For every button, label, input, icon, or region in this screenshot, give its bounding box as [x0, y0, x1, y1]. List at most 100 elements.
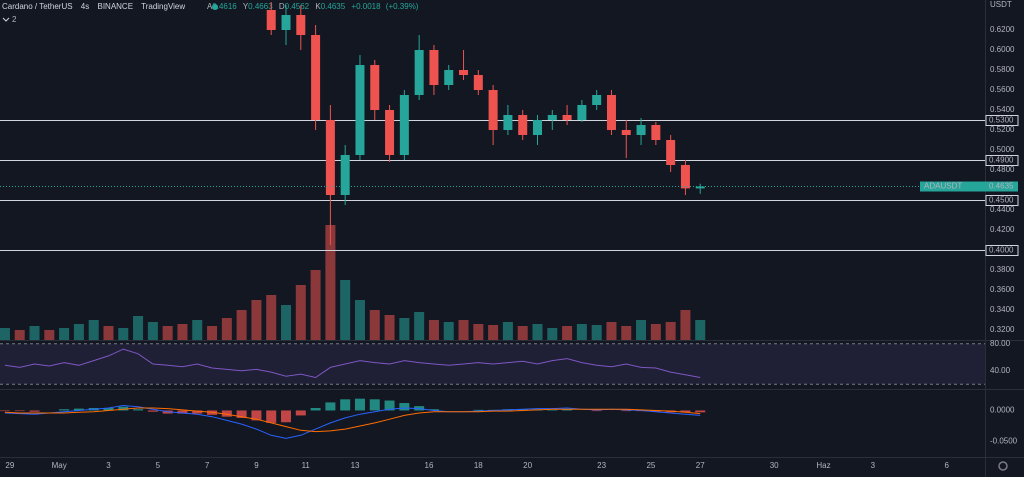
change: +0.0018 [351, 2, 381, 11]
volume-bar [103, 326, 114, 340]
candle-body [399, 95, 409, 155]
volume-bar [547, 328, 558, 340]
y-tick-label: 0.3200 [990, 325, 1015, 334]
hline-label: 0.5300 [989, 116, 1014, 125]
ohlc-value: 0.4635 [321, 2, 346, 11]
x-tick-label: 9 [254, 461, 259, 470]
macd-histogram-bar [295, 410, 306, 416]
volume-bar [340, 280, 351, 340]
volume-bar [369, 310, 380, 340]
volume-bar [0, 328, 10, 340]
symbol-label: ADAUSDT [924, 182, 962, 191]
volume-bar [488, 325, 499, 340]
macd-histogram-bar [428, 409, 439, 411]
rsi-line [4, 348, 701, 379]
macd-histogram-bar [118, 406, 129, 411]
macd-histogram-bar [0, 410, 10, 412]
volume-bar [133, 316, 144, 340]
settings-icon[interactable] [998, 461, 1008, 471]
y-tick-label: 0.0000 [990, 406, 1015, 415]
volume-bar [236, 310, 247, 340]
volume-bar [88, 320, 99, 340]
source: TradingView [141, 2, 185, 11]
macd-histogram-bar [695, 410, 706, 413]
x-tick-label: Haz [816, 461, 830, 470]
candle-body [444, 70, 454, 85]
volume-bar [636, 320, 647, 340]
macd-histogram-bar [236, 410, 247, 418]
macd-histogram-bar [591, 410, 602, 412]
macd-histogram-bar [340, 399, 351, 411]
volume-bar [44, 330, 55, 340]
x-tick-label: 23 [597, 461, 606, 470]
x-tick-label: 27 [696, 461, 705, 470]
ohlc-key: Y [243, 2, 249, 11]
macd-histogram-bar [59, 409, 70, 411]
macd-histogram-bar [14, 410, 25, 412]
x-tick-label: 5 [156, 461, 161, 470]
volume-bar [118, 328, 129, 340]
volume-bar [443, 322, 454, 340]
macd-histogram-bar [354, 398, 365, 411]
volume-bar [532, 324, 543, 340]
candle-body [547, 115, 557, 120]
candle-body [459, 70, 469, 75]
y-tick-label: 0.6200 [990, 25, 1015, 34]
candle-body [518, 115, 528, 135]
candle-body [370, 65, 380, 110]
x-tick-label: 25 [646, 461, 655, 470]
x-tick-label: 20 [523, 461, 532, 470]
y-tick-label: 0.6000 [990, 45, 1015, 54]
candle-body [606, 95, 616, 130]
collapse-chevron[interactable] [2, 17, 10, 22]
volume-bar [295, 285, 306, 340]
macd-histogram-bar [281, 410, 292, 423]
symbol-label-box [920, 181, 1018, 192]
volume-bar [414, 312, 425, 340]
candle-body [473, 75, 483, 90]
volume-bar [665, 322, 676, 340]
y-tick-label: 0.5000 [990, 145, 1015, 154]
hline-label-box [985, 195, 1019, 206]
y-tick-label: 0.5600 [990, 85, 1015, 94]
x-tick-label: 18 [474, 461, 483, 470]
macd-histogram-bar [562, 409, 573, 411]
volume-bar [384, 315, 395, 340]
candle-body [621, 130, 631, 135]
volume-bar [650, 324, 661, 340]
hline-label: 0.4000 [989, 246, 1014, 255]
candle-body [385, 110, 395, 155]
candle-body [355, 65, 365, 155]
x-tick-label: May [52, 461, 67, 470]
x-tick-label: 6 [945, 461, 950, 470]
title: Cardano / TetherUS [2, 2, 73, 11]
hline-label-box [985, 115, 1019, 126]
macd-histogram-bar [621, 410, 632, 412]
macd-histogram-bar [29, 410, 40, 412]
macd-histogram-bar [399, 403, 410, 411]
candle-body [325, 120, 335, 195]
volume-bar [517, 326, 528, 340]
candle-body [266, 10, 276, 30]
y-tick-label: 0.5800 [990, 65, 1015, 74]
last-price-label: 0.4635 [989, 182, 1014, 191]
x-tick-label: 3 [871, 461, 876, 470]
ohlc-key: D [279, 2, 285, 11]
candle-body [680, 165, 690, 189]
x-tick-label: 11 [302, 461, 311, 470]
ohlc-value: 0.4616 [212, 2, 237, 11]
ohlc-value: 0.4663 [248, 2, 273, 11]
volume-bar [680, 310, 691, 340]
volume-bar [207, 326, 218, 340]
volume-bar [606, 322, 617, 340]
macd-histogram-bar [266, 410, 277, 423]
ohlc-value: 0.4562 [285, 2, 310, 11]
indicator-count[interactable]: 2 [12, 15, 17, 24]
volume-bar [695, 320, 706, 340]
candle-body [532, 120, 542, 135]
hline-label-box [985, 155, 1019, 166]
volume-bar [221, 318, 232, 340]
interval: 4s [81, 2, 89, 11]
candle-body [340, 155, 350, 195]
